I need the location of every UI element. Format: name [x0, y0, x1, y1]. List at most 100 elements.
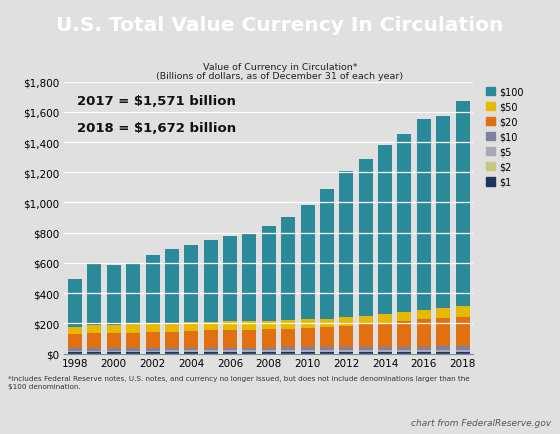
- Bar: [126, 349, 140, 351]
- Bar: [281, 350, 295, 352]
- Text: chart from FederalReserve.gov: chart from FederalReserve.gov: [412, 418, 552, 427]
- Bar: [242, 234, 256, 322]
- Bar: [68, 351, 82, 352]
- Bar: [436, 352, 450, 354]
- Bar: [223, 322, 237, 330]
- Bar: [107, 351, 121, 352]
- Bar: [204, 348, 218, 351]
- Bar: [417, 347, 431, 350]
- Bar: [184, 322, 198, 331]
- Bar: [359, 160, 372, 316]
- Bar: [262, 227, 276, 321]
- Bar: [436, 318, 450, 347]
- Bar: [165, 352, 179, 354]
- Bar: [301, 320, 315, 328]
- Bar: [146, 332, 160, 349]
- Bar: [146, 351, 160, 352]
- Text: U.S. Total Value Currency In Circulation: U.S. Total Value Currency In Circulation: [57, 16, 503, 34]
- Bar: [436, 350, 450, 352]
- Bar: [126, 263, 140, 325]
- Bar: [87, 351, 101, 352]
- Bar: [359, 350, 372, 352]
- Bar: [204, 322, 218, 330]
- Bar: [301, 205, 315, 320]
- Bar: [242, 348, 256, 351]
- Bar: [320, 350, 334, 352]
- Bar: [378, 347, 392, 350]
- Bar: [68, 349, 82, 351]
- Bar: [262, 329, 276, 348]
- Text: 2017 = $1,571 billion: 2017 = $1,571 billion: [77, 95, 236, 108]
- Bar: [378, 352, 392, 354]
- Bar: [359, 316, 372, 325]
- Bar: [436, 117, 450, 308]
- Bar: [281, 352, 295, 354]
- Bar: [339, 317, 353, 326]
- Bar: [281, 348, 295, 350]
- Bar: [223, 351, 237, 352]
- Bar: [68, 352, 82, 354]
- Bar: [146, 352, 160, 354]
- Bar: [204, 241, 218, 322]
- Bar: [281, 329, 295, 348]
- Bar: [339, 172, 353, 317]
- Bar: [184, 352, 198, 354]
- Bar: [456, 317, 469, 346]
- Bar: [339, 347, 353, 350]
- Bar: [126, 352, 140, 354]
- Bar: [398, 135, 412, 312]
- Bar: [301, 350, 315, 352]
- Bar: [223, 352, 237, 354]
- Bar: [320, 327, 334, 348]
- Bar: [146, 323, 160, 332]
- Bar: [398, 350, 412, 352]
- Bar: [204, 351, 218, 352]
- Bar: [87, 352, 101, 354]
- Bar: [398, 347, 412, 350]
- Bar: [242, 322, 256, 330]
- Bar: [359, 352, 372, 354]
- Legend: $100, $50, $20, $10, $5, $2, $1: $100, $50, $20, $10, $5, $2, $1: [486, 87, 524, 187]
- Bar: [339, 350, 353, 352]
- Bar: [184, 351, 198, 352]
- Bar: [339, 326, 353, 347]
- Text: Value of Currency in Circulation*: Value of Currency in Circulation*: [203, 63, 357, 72]
- Text: *Includes Federal Reserve notes, U.S. notes, and currency no longer issued, but : *Includes Federal Reserve notes, U.S. no…: [8, 375, 470, 389]
- Bar: [262, 321, 276, 329]
- Bar: [359, 325, 372, 347]
- Bar: [378, 314, 392, 323]
- Bar: [223, 330, 237, 348]
- Bar: [262, 348, 276, 351]
- Bar: [107, 265, 121, 325]
- Text: 2018 = $1,672 billion: 2018 = $1,672 billion: [77, 122, 236, 135]
- Bar: [165, 349, 179, 351]
- Bar: [301, 348, 315, 350]
- Bar: [87, 349, 101, 351]
- Bar: [242, 330, 256, 348]
- Bar: [126, 325, 140, 333]
- Bar: [165, 351, 179, 352]
- Bar: [107, 334, 121, 349]
- Bar: [262, 352, 276, 354]
- Bar: [223, 348, 237, 351]
- Bar: [107, 325, 121, 334]
- Bar: [281, 320, 295, 329]
- Bar: [184, 331, 198, 348]
- Bar: [436, 347, 450, 350]
- Bar: [398, 321, 412, 347]
- Bar: [456, 102, 469, 306]
- Bar: [68, 335, 82, 349]
- Bar: [68, 280, 82, 327]
- Bar: [320, 352, 334, 354]
- Bar: [242, 352, 256, 354]
- Bar: [165, 249, 179, 323]
- Bar: [436, 308, 450, 318]
- Bar: [242, 351, 256, 352]
- Bar: [378, 145, 392, 314]
- Bar: [301, 328, 315, 348]
- Bar: [320, 189, 334, 319]
- Bar: [184, 245, 198, 322]
- Bar: [339, 352, 353, 354]
- Bar: [126, 333, 140, 349]
- Bar: [146, 349, 160, 351]
